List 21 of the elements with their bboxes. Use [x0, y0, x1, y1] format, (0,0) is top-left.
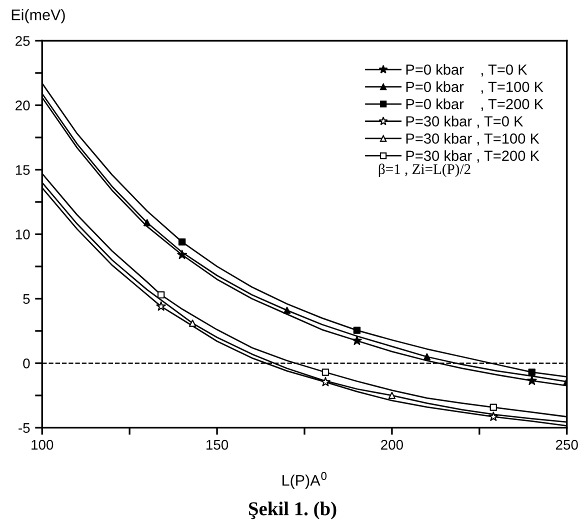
y-tick-label: 25 [16, 36, 30, 46]
x-tick-label: 100 [32, 440, 54, 450]
y-tick-label: 5 [23, 294, 30, 304]
y-tick-label: 20 [16, 100, 30, 110]
legend-label: P=30 kbar , T=0 K [406, 116, 524, 128]
y-tick-label: -5 [18, 423, 30, 433]
legend-label: P=30 kbar , T=200 K [406, 150, 540, 163]
x-tick-label: 150 [206, 440, 228, 450]
legend-label: P=30 kbar , T=100 K [406, 133, 540, 146]
annotation: β=1 , Zi=L(P)/2 [378, 164, 470, 178]
y-tick-label: 15 [16, 165, 30, 175]
legend-label: P=0 kbar , T=0 K [406, 64, 528, 76]
y-tick-label: 10 [16, 230, 30, 240]
y-axis-title: Ei(meV) [12, 9, 65, 24]
text: Şekil 1. (b) [248, 502, 336, 520]
x-axis-title: L(P)A$^{0}$ [282, 472, 327, 489]
legend-label: P=0 kbar , T=100 K [406, 81, 544, 94]
legend-label: P=0 kbar , T=200 K [406, 98, 544, 111]
y-tick-label: 0 [23, 358, 30, 368]
x-tick-label: 200 [381, 440, 403, 450]
x-tick-label: 250 [556, 440, 578, 450]
